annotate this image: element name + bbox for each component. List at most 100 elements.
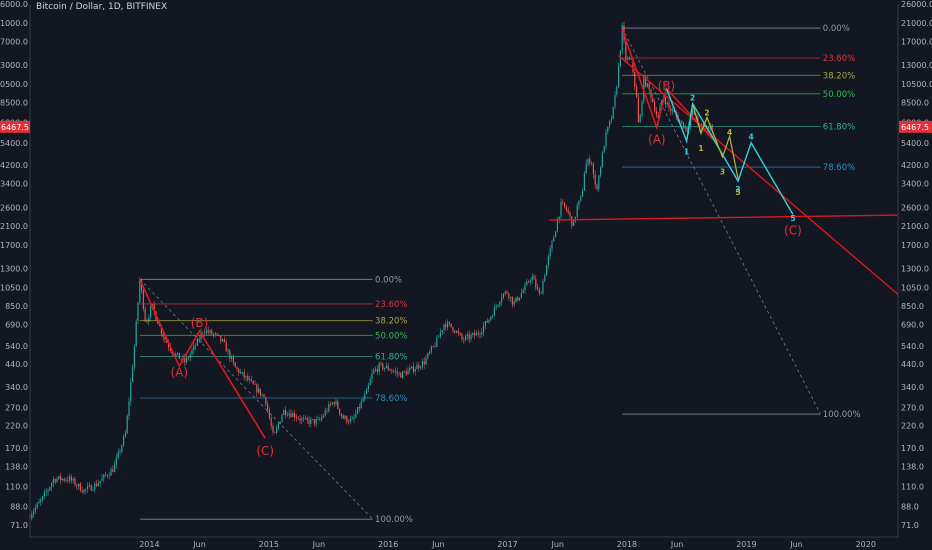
candle-body bbox=[76, 485, 78, 487]
candle-body bbox=[220, 335, 222, 342]
wave-label: (A) bbox=[648, 133, 666, 147]
candle-body bbox=[326, 410, 328, 412]
candle-body bbox=[654, 102, 656, 111]
candle-body bbox=[205, 330, 207, 334]
right-abc-wave-line bbox=[621, 29, 714, 141]
sub-wave-label: 4 bbox=[749, 132, 754, 141]
candle-body bbox=[380, 363, 382, 365]
candle-body bbox=[402, 371, 404, 378]
candle-body bbox=[308, 419, 310, 424]
candle-body bbox=[414, 369, 416, 372]
candle-body bbox=[180, 358, 182, 360]
candle-body bbox=[562, 202, 564, 203]
candle-body bbox=[450, 323, 452, 328]
y-tick-label-left: 13000.0 bbox=[0, 61, 28, 70]
candle-body bbox=[542, 281, 544, 294]
candle-body bbox=[565, 206, 567, 210]
candle-body bbox=[430, 346, 432, 352]
right-fib-label: 0.00% bbox=[823, 24, 850, 34]
candle-body bbox=[576, 205, 578, 217]
candle-body bbox=[67, 480, 69, 481]
candle-body bbox=[583, 173, 585, 191]
y-tick-label-right: 13000.0 bbox=[901, 61, 932, 70]
candle-body bbox=[484, 320, 486, 326]
cyan-impulse-wave bbox=[665, 88, 794, 215]
candle-body bbox=[574, 216, 576, 221]
candle-body bbox=[245, 376, 247, 378]
candle-body bbox=[666, 102, 668, 105]
y-tick-label-right: 8500.0 bbox=[901, 99, 929, 108]
candle-body bbox=[375, 369, 377, 371]
y-tick-label-left: 2100.0 bbox=[0, 222, 28, 231]
candle-body bbox=[412, 366, 414, 372]
candle-body bbox=[378, 363, 380, 372]
candle-body bbox=[470, 334, 472, 339]
sub-wave-label: 3 bbox=[735, 185, 740, 194]
fibonacci-retracements[interactable]: 0.00%23.60%38.20%50.00%61.80%78.60%100.0… bbox=[139, 24, 861, 525]
left-fib-label: 100.00% bbox=[375, 515, 413, 525]
candle-body bbox=[524, 285, 526, 291]
sub-wave-label: 2 bbox=[690, 94, 695, 103]
candle-body bbox=[222, 339, 224, 342]
right-fib-label: 61.80% bbox=[823, 122, 855, 132]
candle-body bbox=[560, 202, 562, 217]
candle-body bbox=[117, 451, 119, 458]
candle-body bbox=[589, 159, 591, 164]
candle-body bbox=[51, 483, 53, 488]
candle-body bbox=[457, 331, 459, 334]
candle-body bbox=[438, 336, 440, 338]
sub-wave-label: 3 bbox=[720, 168, 725, 177]
right-fib-label: 78.60% bbox=[823, 163, 855, 173]
candle-body bbox=[369, 379, 371, 385]
sub-wave-label: 4 bbox=[727, 128, 732, 137]
candle-body bbox=[229, 350, 231, 360]
candle-body bbox=[616, 87, 618, 95]
candle-body bbox=[43, 492, 45, 497]
candle-body bbox=[396, 371, 398, 374]
y-tick-label-left: 17000.0 bbox=[0, 38, 28, 47]
candle-body bbox=[121, 445, 123, 452]
candle-body bbox=[317, 418, 319, 420]
candle-body bbox=[506, 291, 508, 294]
candle-body bbox=[207, 330, 209, 333]
candle-body bbox=[186, 357, 188, 363]
candle-body bbox=[384, 367, 386, 370]
candle-body bbox=[70, 476, 72, 481]
candle-body bbox=[504, 291, 506, 294]
candle-body bbox=[537, 287, 539, 290]
candle-body bbox=[256, 384, 258, 393]
candle-body bbox=[389, 369, 391, 371]
right-fib-label: 38.20% bbox=[823, 71, 855, 81]
y-tick-label-left: 1050.0 bbox=[0, 283, 28, 292]
x-tick-label: 2015 bbox=[259, 540, 279, 549]
candle-body bbox=[297, 418, 299, 419]
candle-body bbox=[36, 503, 38, 508]
candle-body bbox=[184, 357, 186, 363]
candle-body bbox=[452, 327, 454, 331]
candle-body bbox=[193, 345, 195, 351]
candle-body bbox=[299, 418, 301, 421]
price-series bbox=[29, 21, 713, 521]
candle-body bbox=[168, 342, 170, 347]
candle-body bbox=[351, 418, 353, 420]
candle-body bbox=[517, 297, 519, 301]
sub-wave-label: 5 bbox=[735, 188, 740, 197]
y-tick-label-left: 270.0 bbox=[5, 403, 28, 412]
candle-body bbox=[277, 423, 279, 428]
candle-body bbox=[607, 126, 609, 132]
candle-body bbox=[702, 124, 704, 126]
candle-body bbox=[528, 281, 530, 283]
candle-body bbox=[609, 120, 611, 127]
candle-body bbox=[61, 478, 63, 480]
candle-body bbox=[175, 353, 177, 356]
y-tick-label-right: 1300.0 bbox=[901, 265, 929, 274]
candle-body bbox=[614, 94, 616, 107]
candle-body bbox=[538, 289, 540, 294]
candle-body bbox=[679, 120, 681, 122]
candle-body bbox=[178, 352, 180, 359]
x-tick-label: 2020 bbox=[856, 540, 876, 549]
candle-body bbox=[45, 491, 47, 493]
trend-lines[interactable] bbox=[139, 29, 899, 439]
